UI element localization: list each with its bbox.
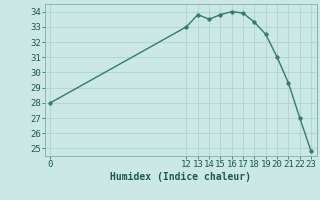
X-axis label: Humidex (Indice chaleur): Humidex (Indice chaleur) xyxy=(110,172,251,182)
